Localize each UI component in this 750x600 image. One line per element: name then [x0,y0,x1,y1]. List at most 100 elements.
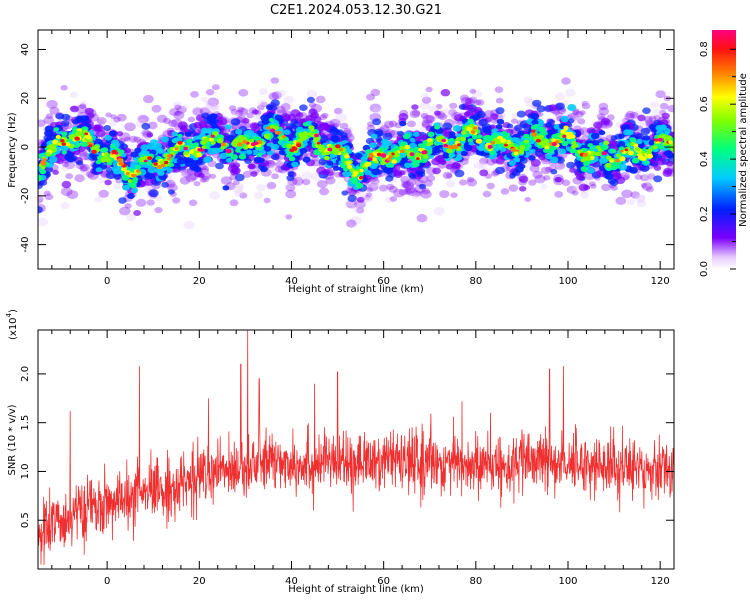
heatmap-cell [637,114,646,122]
heatmap-cell [93,124,104,132]
heatmap-cell [460,150,468,157]
heatmap-cell [43,116,54,125]
heatmap-cell [227,135,235,142]
heatmap-cell [643,172,655,181]
heatmap-cell [174,110,182,116]
heatmap-cell [420,111,430,119]
heatmap-cell [174,104,182,110]
heatmap-cell [257,104,265,111]
heatmap-cell [511,137,518,143]
heatmap-cell [406,120,416,128]
heatmap-cell [321,151,326,156]
heatmap-cell [140,135,149,142]
heatmap-cell [215,162,224,170]
heatmap-cell [577,118,586,125]
heatmap-cell [291,161,299,168]
heatmap-cell [554,191,564,198]
heatmap-cell [181,168,193,178]
heatmap-cell [655,90,666,99]
heatmap-cell [121,166,128,172]
heatmap-cell [95,159,102,165]
heatmap-cell [235,148,241,153]
heatmap-cell [388,120,398,128]
heatmap-cell [104,157,112,163]
heatmap-cell [94,196,103,203]
heatmap-cell [105,112,112,118]
heatmap-cell [626,129,634,136]
heatmap-cell [256,184,266,192]
heatmap-cell [662,141,668,146]
heatmap-cell [667,104,674,113]
heatmap-cell [144,178,155,186]
heatmap-cell [653,114,661,121]
heatmap-cell [428,141,434,146]
heatmap-cell [604,172,614,180]
heatmap-cell [634,174,643,180]
heatmap-cell [308,102,317,108]
heatmap-cell [421,187,431,195]
heatmap-cell [171,131,179,137]
heatmap-cell [86,135,92,140]
heatmap-cell [479,157,489,165]
heatmap-cell [97,177,106,184]
heatmap-cell [656,157,666,166]
heatmap-cell [409,109,421,119]
heatmap-cell [508,184,519,192]
heatmap-cell [399,120,407,127]
heatmap-cell [500,188,510,195]
heatmap-cell [49,106,60,115]
heatmap-cell [518,163,526,170]
heatmap-cell [419,126,427,132]
heatmap-cell [55,134,61,139]
heatmap-cell [490,113,499,120]
heatmap-cell [139,115,151,125]
heatmap-cell [404,162,412,169]
heatmap-cell [466,176,475,183]
heatmap-cell [511,113,519,119]
heatmap-cell [239,192,248,199]
heatmap-cell [501,131,508,136]
heatmap-cell [190,91,199,98]
heatmap-cell [132,176,139,182]
heatmap-cell [354,152,363,160]
heatmap-cell [627,150,635,156]
heatmap-cell [561,77,571,85]
heatmap-cell [460,94,469,102]
heatmap-cell [583,162,589,167]
heatmap-cell [648,115,657,122]
heatmap-cell [176,157,186,165]
heatmap-cell [372,118,381,126]
heatmap-cell [61,120,70,127]
heatmap-cell [540,184,548,190]
heatmap-cell [644,117,653,124]
heatmap-cell [193,166,202,173]
heatmap-cell [634,194,646,203]
heatmap-cell [224,124,232,130]
heatmap-cell [61,113,71,121]
heatmap-cell [536,105,546,113]
heatmap-cell [65,173,74,180]
heatmap-cell [426,174,436,182]
heatmap-cell [146,199,155,206]
heatmap-cell [580,158,586,163]
heatmap-cell [630,191,640,199]
heatmap-cell [492,132,500,138]
heatmap-cell [575,111,584,118]
heatmap-cell [583,184,591,191]
heatmap-cell [205,89,215,96]
heatmap-cell [39,169,47,175]
heatmap-cell [452,124,462,132]
heatmap-cell [306,89,318,98]
heatmap-cell [104,135,112,141]
heatmap-cell [445,180,456,188]
heatmap-cell [653,175,663,183]
heatmap-cell [370,133,378,139]
heatmap-cell [219,152,228,160]
heatmap-cell [111,166,118,172]
heatmap-cell [385,196,395,204]
heatmap-cell [205,99,217,109]
heatmap-cell [635,138,643,145]
heatmap-cell [471,134,479,140]
heatmap-cell [184,131,192,137]
heatmap-cell [377,121,389,131]
